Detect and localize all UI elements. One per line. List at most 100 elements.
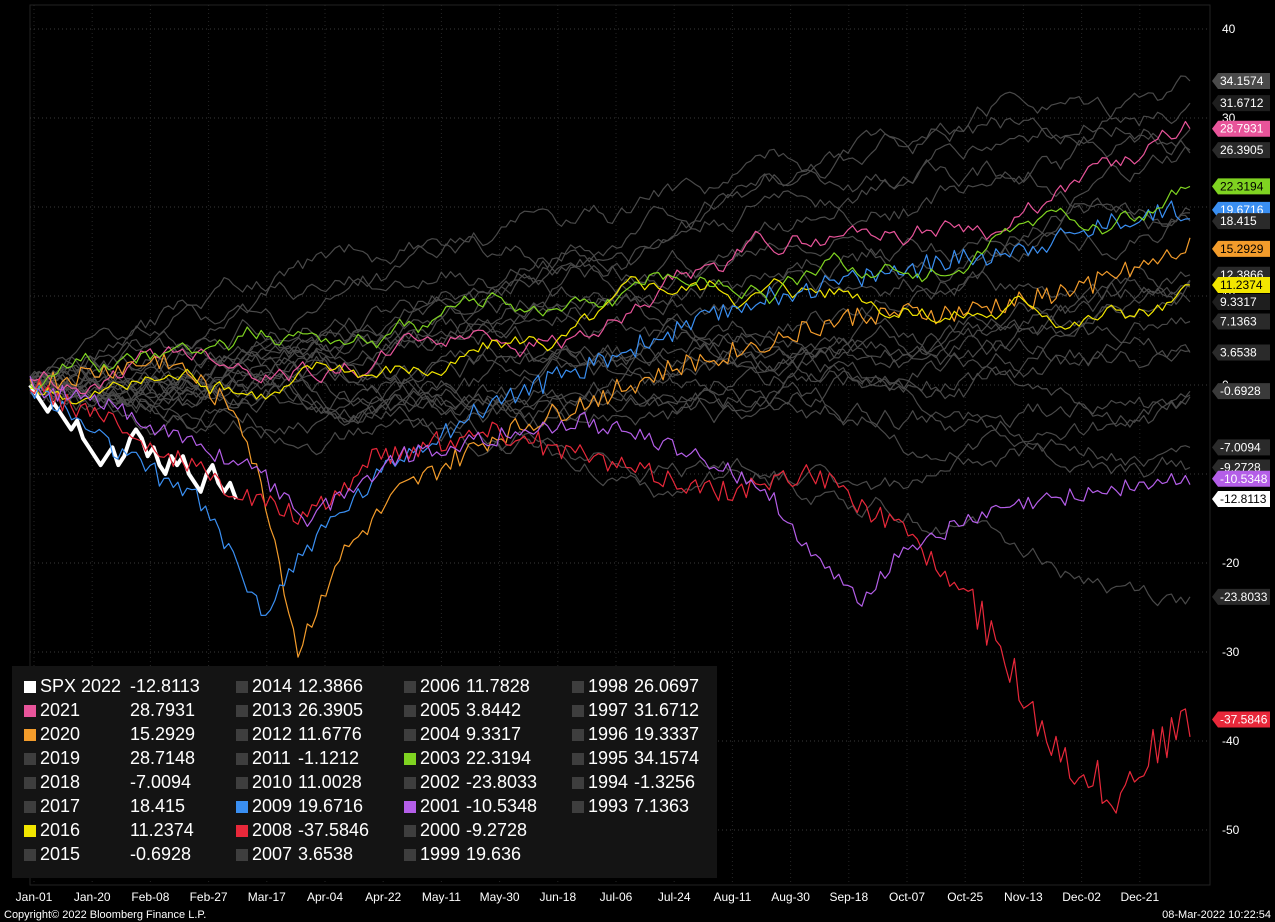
legend-entry-name: 2018: [40, 772, 80, 792]
value-tag-bg: [1212, 72, 1270, 89]
x-tick-label: Feb-27: [190, 890, 228, 904]
value-tag-label: 31.6712: [1220, 96, 1264, 110]
value-tag: 9.3317: [1212, 293, 1270, 310]
y-tick-label: -50: [1222, 823, 1240, 837]
legend-entry-name: 2004: [420, 724, 460, 744]
value-tag: -37.5846: [1212, 711, 1270, 728]
legend-swatch: [572, 681, 584, 693]
legend-entry-name: 2005: [420, 700, 460, 720]
legend-entry-value: 28.7931: [130, 700, 195, 720]
legend-entry-value: -9.2728: [466, 820, 527, 840]
value-tag-bg: [1212, 711, 1270, 728]
legend-entry-value: -37.5846: [298, 820, 369, 840]
legend-entry-value: 19.3337: [634, 724, 699, 744]
value-tag-bg: [1212, 470, 1270, 487]
value-tag-bg: [1212, 588, 1270, 605]
value-tag-label: 26.3905: [1220, 143, 1264, 157]
legend-entry-name: 2007: [252, 844, 292, 864]
legend-entry-name: 2012: [252, 724, 292, 744]
value-tag-label: -37.5846: [1220, 713, 1268, 727]
legend-entry-name: 1999: [420, 844, 460, 864]
legend-entry-value: 7.1363: [634, 796, 689, 816]
legend-entry-value: 19.6716: [298, 796, 363, 816]
legend-entry-value: 3.8442: [466, 700, 521, 720]
legend-swatch: [236, 729, 248, 741]
value-tag-label: 3.6538: [1220, 345, 1257, 359]
value-tag-bg: [1212, 120, 1270, 137]
value-tag: 26.3905: [1212, 142, 1270, 159]
legend-entry-name: 1997: [588, 700, 628, 720]
legend-entry-name: 2011: [252, 748, 291, 768]
legend-swatch: [236, 705, 248, 717]
legend-swatch: [572, 753, 584, 765]
x-tick-label: Nov-13: [1004, 890, 1043, 904]
x-tick-label: Jul-06: [600, 890, 633, 904]
legend-swatch: [404, 705, 416, 717]
value-tag: 31.6712: [1212, 95, 1270, 112]
legend-entry-value: -1.3256: [634, 772, 695, 792]
legend-entry-value: -7.0094: [130, 772, 191, 792]
value-tag-bg: [1212, 240, 1270, 257]
series-line-2005: [29, 307, 1191, 456]
series-line-2001: [29, 375, 1191, 607]
value-tag-bg: [1212, 293, 1270, 310]
legend-entry-name: 2006: [420, 676, 460, 696]
x-tick-label: Jan-01: [16, 890, 53, 904]
legend-box: [12, 666, 717, 878]
value-tag: -0.6928: [1212, 383, 1270, 400]
x-tick-label: Oct-07: [889, 890, 925, 904]
legend-entry-name: 2015: [40, 844, 80, 864]
value-tag: 15.2929: [1212, 240, 1270, 257]
legend-entry-name: 2001: [420, 796, 460, 816]
series-line-2021: [29, 120, 1191, 395]
legend-swatch: [24, 849, 36, 861]
legend-swatch: [404, 729, 416, 741]
legend-entry-name: 2002: [420, 772, 460, 792]
plot-area: [29, 4, 1211, 886]
value-tag-bg: [1212, 95, 1270, 112]
series-lines: [28, 75, 1191, 814]
legend-swatch: [404, 777, 416, 789]
legend-entry-value: -0.6928: [130, 844, 191, 864]
legend-swatch: [572, 705, 584, 717]
legend-entry-name: 1993: [588, 796, 628, 816]
series-line-spx-2022: [28, 383, 238, 500]
legend-swatch: [236, 753, 248, 765]
legend-swatch: [236, 825, 248, 837]
legend-entry-value: 26.3905: [298, 700, 363, 720]
value-tag-label: -0.6928: [1220, 384, 1261, 398]
value-tag-bg: [1212, 276, 1270, 293]
x-tick-label: Jan-20: [74, 890, 111, 904]
value-tag-label: -10.5348: [1220, 472, 1268, 486]
series-line-2002: [29, 373, 1191, 607]
legend-swatch: [404, 681, 416, 693]
legend-entry-name: 2020: [40, 724, 80, 744]
legend-entry-name: SPX 2022: [40, 676, 121, 696]
x-tick-label: Dec-02: [1062, 890, 1101, 904]
legend-entry-value: 19.636: [466, 844, 521, 864]
legend-entry-value: 34.1574: [634, 748, 699, 768]
legend-entry-value: 26.0697: [634, 676, 699, 696]
value-tag-label: 34.1574: [1220, 74, 1264, 88]
value-tag: 28.7931: [1212, 120, 1270, 137]
value-tag-label: 15.2929: [1220, 242, 1264, 256]
value-tag-label: 22.3194: [1220, 179, 1264, 193]
legend-swatch: [572, 729, 584, 741]
value-tag: 11.2374: [1212, 276, 1270, 293]
legend-swatch: [24, 705, 36, 717]
value-tag-label: 7.1363: [1220, 314, 1257, 328]
legend-entry-value: -23.8033: [466, 772, 537, 792]
legend-entry-value: 28.7148: [130, 748, 195, 768]
series-line-1999: [29, 148, 1191, 380]
right-value-tags: 34.157431.671228.793126.390522.319419.67…: [1212, 72, 1270, 728]
legend-entry-name: 1996: [588, 724, 628, 744]
legend-swatch: [24, 777, 36, 789]
series-line-2009: [29, 200, 1191, 616]
legend-entry-value: 22.3194: [466, 748, 531, 768]
legend-entry-name: 2019: [40, 748, 80, 768]
series-line-2019: [29, 127, 1191, 401]
legend-entry-name: 2000: [420, 820, 460, 840]
legend-entry-value: 18.415: [130, 796, 185, 816]
x-tick-label: Oct-25: [947, 890, 983, 904]
legend-entry-value: 11.2374: [130, 820, 194, 840]
